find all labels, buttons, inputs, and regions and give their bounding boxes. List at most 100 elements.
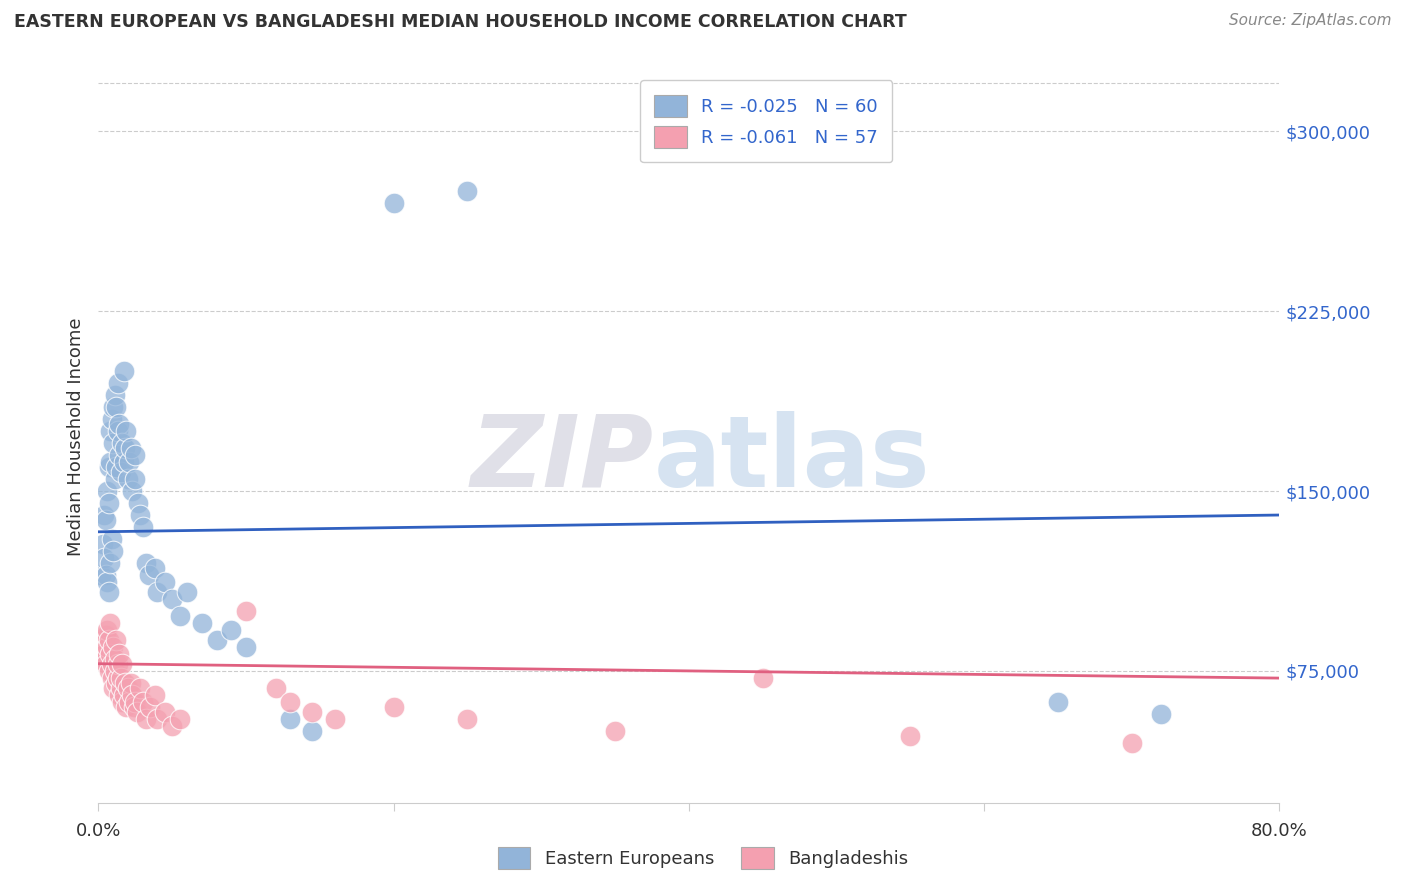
Point [97,460,120,475]
Text: ZIP: ZIP [471,410,654,508]
Point [323,712,346,726]
Point [98,647,121,661]
Point [96,575,118,590]
Point [235,640,257,654]
Point [94,628,117,642]
Point [605,723,627,738]
Point [153,575,176,590]
Point [112,688,135,702]
Text: EASTERN EUROPEAN VS BANGLADESHI MEDIAN HOUSEHOLD INCOME CORRELATION CHART: EASTERN EUROPEAN VS BANGLADESHI MEDIAN H… [14,13,907,31]
Point [162,719,183,733]
Point [97,584,120,599]
Point [104,664,127,678]
Point [191,615,214,630]
Point [124,448,146,462]
Point [121,483,143,498]
Point [127,496,149,510]
Point [382,699,405,714]
Point [1121,736,1143,750]
Point [221,623,243,637]
Point [93,508,115,522]
Point [104,652,127,666]
Point [93,551,115,566]
Point [111,436,134,450]
Legend: R = -0.025   N = 60, R = -0.061   N = 57: R = -0.025 N = 60, R = -0.061 N = 57 [640,80,893,162]
Point [108,417,131,431]
Point [114,676,136,690]
Point [457,184,479,198]
Point [105,676,128,690]
Point [121,688,143,702]
Point [108,448,131,462]
Point [143,561,166,575]
Point [900,729,922,743]
Point [105,400,128,414]
Point [104,388,127,402]
Point [100,532,122,546]
Point [108,688,131,702]
Point [124,472,146,486]
Point [96,483,118,498]
Point [100,671,122,685]
Point [169,608,191,623]
Point [235,604,257,618]
Point [1046,695,1070,709]
Point [118,455,141,469]
Point [132,520,155,534]
Point [115,424,138,438]
Point [128,681,150,695]
Point [457,712,479,726]
Point [118,695,141,709]
Point [162,591,183,606]
Point [97,632,120,647]
Point [97,664,120,678]
Point [108,647,131,661]
Point [111,695,134,709]
Point [100,657,122,671]
Point [115,699,138,714]
Point [91,537,114,551]
Point [120,676,142,690]
Legend: Eastern Europeans, Bangladeshis: Eastern Europeans, Bangladeshis [489,838,917,879]
Point [97,496,120,510]
Point [117,472,139,486]
Point [90,568,112,582]
Point [135,556,157,570]
Point [120,441,142,455]
Point [98,615,121,630]
Point [146,712,169,726]
Point [103,436,125,450]
Y-axis label: Median Household Income: Median Household Income [66,318,84,557]
Point [103,640,125,654]
Point [169,712,191,726]
Point [94,568,117,582]
Point [96,640,118,654]
Point [103,400,125,414]
Point [94,657,117,671]
Point [132,695,155,709]
Point [90,652,112,666]
Point [98,424,121,438]
Point [139,699,162,714]
Point [301,705,323,719]
Point [107,424,129,438]
Point [1150,707,1173,722]
Point [112,455,135,469]
Point [153,705,176,719]
Point [110,671,132,685]
Point [94,513,117,527]
Point [111,657,134,671]
Point [105,460,128,475]
Point [98,455,121,469]
Point [122,699,145,714]
Point [125,705,148,719]
Point [100,412,122,426]
Point [301,723,323,738]
Point [128,508,150,522]
Point [280,695,302,709]
Point [205,632,228,647]
Point [135,712,157,726]
Point [105,632,128,647]
Point [91,632,114,647]
Point [382,196,405,211]
